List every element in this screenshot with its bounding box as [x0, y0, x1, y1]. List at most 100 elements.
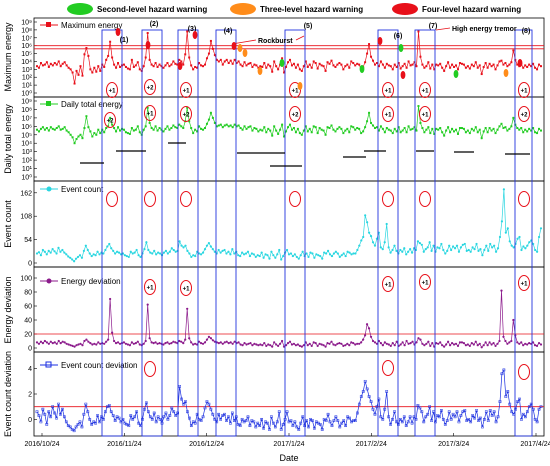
- event-count-point: [418, 241, 421, 245]
- max-energy-point: [330, 59, 333, 62]
- event-count-point: [125, 254, 128, 258]
- daily-energy-point: [409, 128, 412, 131]
- count-dev-point: [381, 417, 385, 421]
- daily-energy-point: [395, 130, 398, 133]
- energy-dev-point: [132, 342, 135, 345]
- y-tick-label: 80: [24, 290, 32, 297]
- energy-dev-point: [403, 344, 406, 347]
- daily-energy-point: [423, 131, 426, 134]
- energy-dev-point: [109, 297, 112, 301]
- count-dev-point: [428, 405, 432, 409]
- max-energy-point: [460, 62, 463, 65]
- warning-oval: [104, 112, 116, 128]
- daily-energy-point: [109, 116, 112, 119]
- count-dev-point: [434, 420, 437, 424]
- count-dev-point: [199, 419, 203, 422]
- daily-energy-point: [381, 127, 384, 130]
- daily-energy-point: [279, 128, 282, 131]
- max-energy-point: [443, 69, 446, 72]
- energy-dev-point: [217, 342, 220, 345]
- max-energy-point: [439, 62, 442, 65]
- daily-energy-point: [415, 129, 418, 132]
- count-dev-point: [469, 420, 473, 424]
- event-count-point: [381, 248, 384, 251]
- energy-dev-point: [67, 343, 70, 346]
- energy-dev-point: [45, 341, 48, 344]
- energy-dev-point: [77, 343, 80, 346]
- count-dev-point: [55, 416, 58, 420]
- max-energy-point: [530, 65, 533, 68]
- energy-dev-point: [474, 340, 477, 343]
- max-energy-point: [294, 66, 297, 69]
- max-energy-point: [281, 57, 284, 60]
- count-dev-point: [51, 405, 54, 409]
- energy-dev-point: [427, 340, 430, 343]
- max-energy-point: [516, 63, 519, 66]
- max-energy-point: [47, 65, 50, 68]
- energy-dev-point: [464, 344, 467, 347]
- daily-energy-point: [172, 124, 175, 127]
- daily-energy-point: [393, 127, 396, 130]
- energy-dev-point: [65, 342, 68, 345]
- count-dev-point: [313, 426, 316, 430]
- warning-oval: [180, 106, 192, 122]
- daily-energy-point: [75, 138, 78, 140]
- daily-energy-point: [534, 131, 537, 134]
- energy-dev-point: [221, 342, 224, 345]
- energy-dev-point: [510, 339, 513, 343]
- daily-energy-point: [368, 111, 371, 114]
- event-count-point: [84, 244, 87, 247]
- event-count-point: [410, 251, 414, 254]
- energy-dev-point: [421, 342, 424, 345]
- energy-dev-point: [79, 342, 82, 345]
- daily-energy-point: [520, 127, 523, 130]
- max-energy-point: [198, 62, 201, 65]
- max-energy-point: [346, 63, 349, 66]
- event-count-point: [73, 260, 76, 263]
- count-dev-point: [385, 390, 389, 393]
- daily-energy-point: [67, 131, 70, 134]
- energy-dev-point: [245, 343, 248, 346]
- daily-energy-point: [148, 121, 151, 124]
- daily-energy-point: [460, 127, 463, 130]
- energy-dev-point: [43, 339, 47, 343]
- count-dev-point: [189, 424, 193, 428]
- event-count-point: [364, 214, 367, 217]
- max-energy-point: [397, 62, 400, 65]
- count-dev-point: [477, 419, 480, 422]
- tremor-arrow: [435, 27, 451, 31]
- count-dev-point: [516, 400, 519, 403]
- max-energy-point: [184, 53, 187, 56]
- event-count-point: [190, 255, 193, 259]
- max-energy-point: [427, 61, 430, 64]
- event-count-point: [168, 250, 171, 253]
- event-count-point: [153, 249, 156, 252]
- rockburst-arrow: [295, 35, 305, 41]
- daily-energy-point: [219, 123, 222, 126]
- max-energy-point: [453, 65, 456, 68]
- max-energy-point: [77, 73, 80, 76]
- event-count-point: [223, 248, 226, 252]
- max-energy-point: [504, 62, 507, 65]
- daily-energy-point: [128, 132, 131, 135]
- energy-dev-point: [518, 342, 521, 345]
- energy-dev-point: [277, 344, 280, 347]
- energy-dev-point: [286, 342, 290, 345]
- energy-dev-point: [486, 344, 489, 347]
- event-count-point: [186, 249, 189, 252]
- count-dev-point: [311, 419, 314, 422]
- energy-dev-point: [373, 341, 377, 344]
- count-dev-point: [457, 420, 461, 424]
- energy-dev-point: [363, 334, 367, 337]
- daily-energy-point: [261, 129, 264, 132]
- event-count-point: [37, 251, 41, 254]
- max-energy-point: [150, 63, 153, 66]
- daily-energy-point: [273, 125, 276, 128]
- ylabel-energy-dev: Energy deviation: [3, 276, 13, 343]
- event-count-point: [332, 252, 336, 255]
- energy-dev-point: [239, 343, 242, 346]
- energy-dev-point: [506, 342, 509, 345]
- max-energy-point: [399, 67, 402, 70]
- count-dev-point: [223, 412, 226, 416]
- count-dev-point: [340, 421, 344, 425]
